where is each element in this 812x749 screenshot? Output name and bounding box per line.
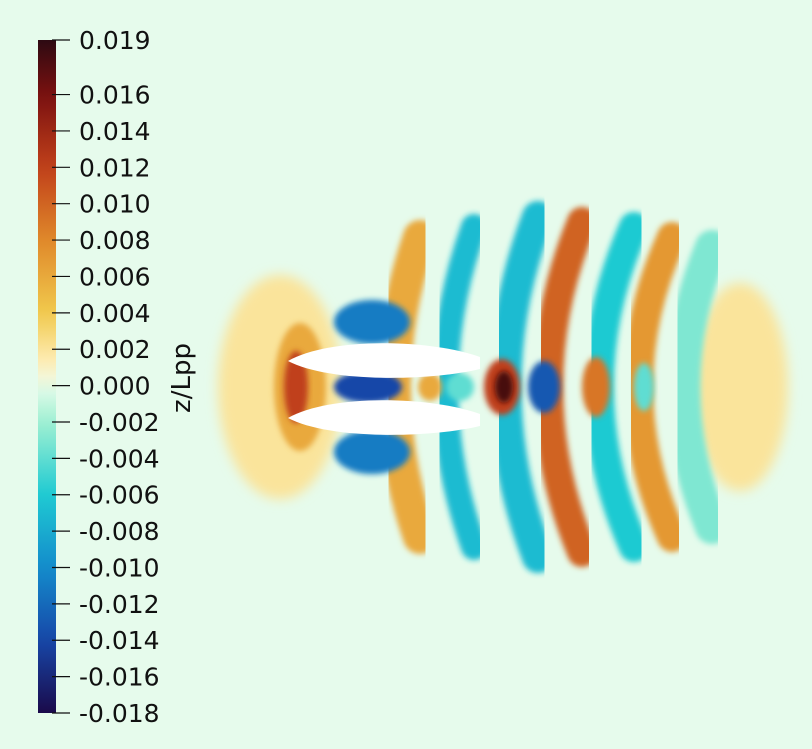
colorbar-tick-label: 0.014	[79, 117, 151, 146]
field-bow-trough-lower	[334, 430, 410, 474]
colorbar-tick-label: -0.014	[79, 626, 160, 655]
field-inner-crest-peak	[495, 371, 513, 403]
colorbar-tick-label: 0.004	[79, 299, 151, 328]
colorbar-gradient	[38, 40, 56, 713]
colorbar-tick-label: -0.010	[79, 553, 160, 582]
colorbar-tick-label: 0.008	[79, 226, 151, 255]
colorbar-tick-label: 0.010	[79, 190, 151, 219]
colorbar-label: z/Lpp	[167, 343, 197, 413]
colorbar-tick-label: 0.012	[79, 153, 151, 182]
colorbar-tick-label: -0.002	[79, 408, 160, 437]
colorbar-tick-label: 0.002	[79, 335, 151, 364]
colorbar-tick-label: 0.000	[79, 372, 151, 401]
field-inner-trough-1	[334, 371, 402, 403]
field-inner-crest-2	[582, 357, 610, 417]
field-inner-crest-1	[418, 373, 442, 401]
field-outer-trough-4	[666, 230, 729, 544]
hull-upper	[288, 343, 480, 378]
colorbar-tick-label: 0.006	[79, 262, 151, 291]
field-inner-trough-3	[634, 363, 654, 411]
field-inner-trough-small	[446, 373, 474, 401]
colorbar-tick-label: 0.019	[79, 26, 151, 55]
colorbar-tick-label: -0.004	[79, 444, 160, 473]
colorbar-tick-label: -0.006	[79, 481, 160, 510]
colorbar-tick-label: -0.012	[79, 590, 160, 619]
colorbar-tick-label: 0.016	[79, 81, 151, 110]
hull-lower	[288, 400, 480, 435]
colorbar: 0.019 0.016 0.014 0.012 0.010 0.008 0.006 0.004…	[38, 26, 197, 728]
field-bow-crest-core	[284, 351, 308, 423]
field-inner-trough-2	[528, 361, 560, 413]
field-far-crest-stern	[692, 283, 788, 491]
hulls	[288, 343, 480, 435]
colorbar-tick-label: -0.018	[79, 699, 160, 728]
colorbar-tick-label: -0.016	[79, 663, 160, 692]
field-outer-crest-1	[432, 214, 487, 560]
field-bow-trough-upper	[334, 300, 410, 344]
colorbar-ticks: 0.019 0.016 0.014 0.012 0.010 0.008 0.006 0.004…	[52, 26, 160, 728]
colorbar-tick-label: -0.008	[79, 517, 160, 546]
